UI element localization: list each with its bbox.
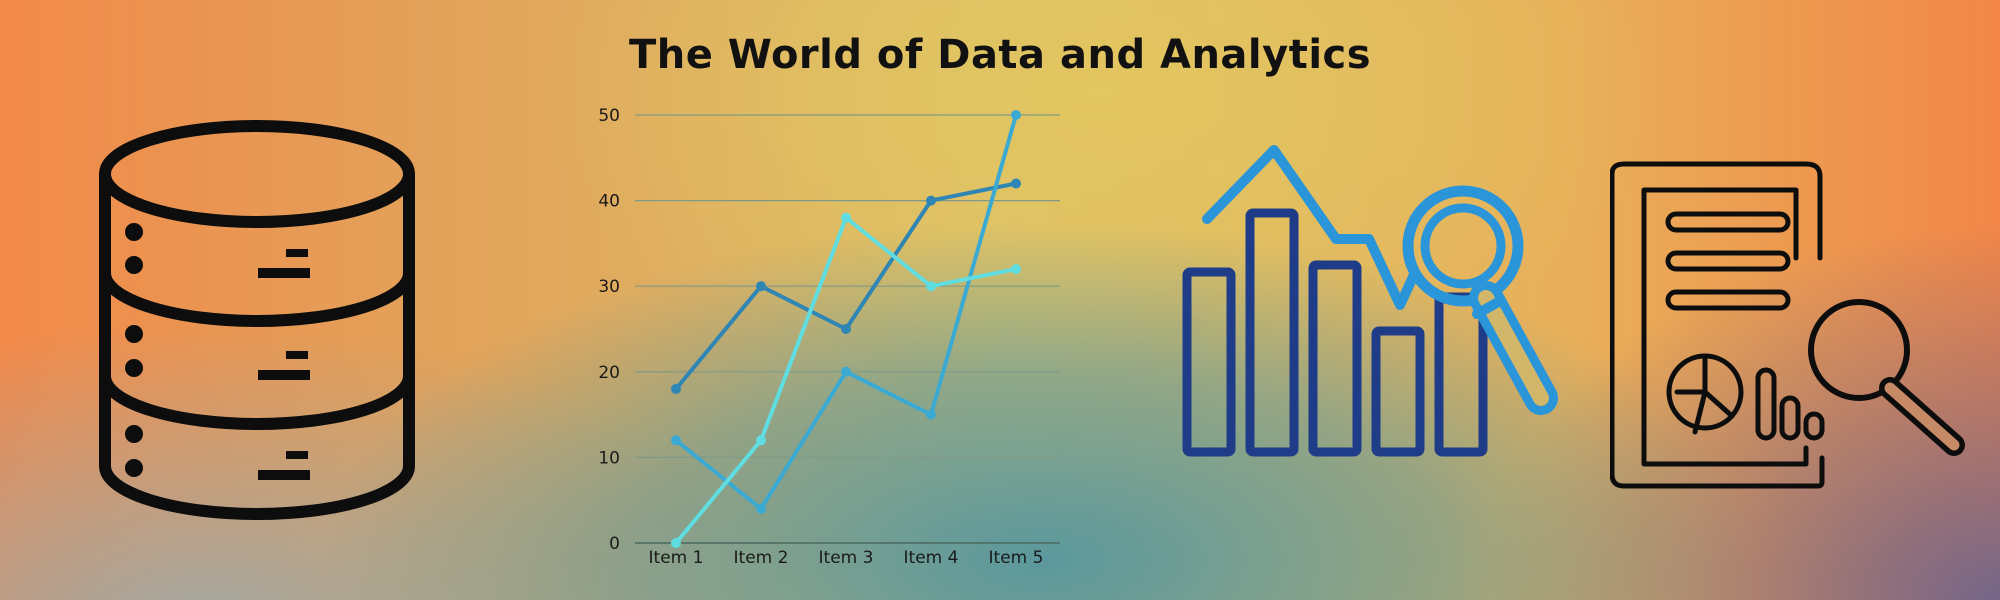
x-tick-label: Item 5 <box>989 548 1044 568</box>
y-tick-label: 40 <box>598 192 620 212</box>
data-point <box>671 538 681 548</box>
line-chart: 0 10 20 30 40 50 Item 1 Item 2 Item 3 Item 4 Item… <box>570 95 1080 575</box>
data-point <box>756 281 766 292</box>
page-title: The World of Data and Analytics <box>628 32 1372 78</box>
data-point <box>926 281 936 292</box>
data-point <box>1011 264 1021 275</box>
series-line-3 <box>674 215 1018 545</box>
data-point <box>1011 178 1021 189</box>
x-tick-label: Item 1 <box>649 548 704 568</box>
x-tick-label: Item 3 <box>819 548 874 568</box>
data-point <box>926 409 936 420</box>
data-point <box>841 324 851 334</box>
x-tick-label: Item 2 <box>734 548 789 568</box>
bar-chart-magnifier-icon <box>1170 135 1570 465</box>
database-icon <box>90 118 430 538</box>
data-point <box>671 435 681 446</box>
data-point <box>841 212 851 223</box>
y-tick-label: 50 <box>598 106 620 126</box>
y-tick-label: 10 <box>598 448 620 468</box>
data-point <box>756 435 766 446</box>
x-tick-label: Item 4 <box>904 548 959 568</box>
y-tick-label: 0 <box>609 534 620 554</box>
data-point <box>671 383 681 394</box>
y-tick-label: 30 <box>598 277 620 297</box>
data-point <box>756 503 766 514</box>
data-point <box>1011 110 1021 120</box>
data-point <box>926 195 936 206</box>
y-tick-label: 20 <box>598 363 620 383</box>
data-point <box>841 366 851 377</box>
series-line-2 <box>674 113 1018 511</box>
report-magnifier-icon <box>1609 158 2000 498</box>
